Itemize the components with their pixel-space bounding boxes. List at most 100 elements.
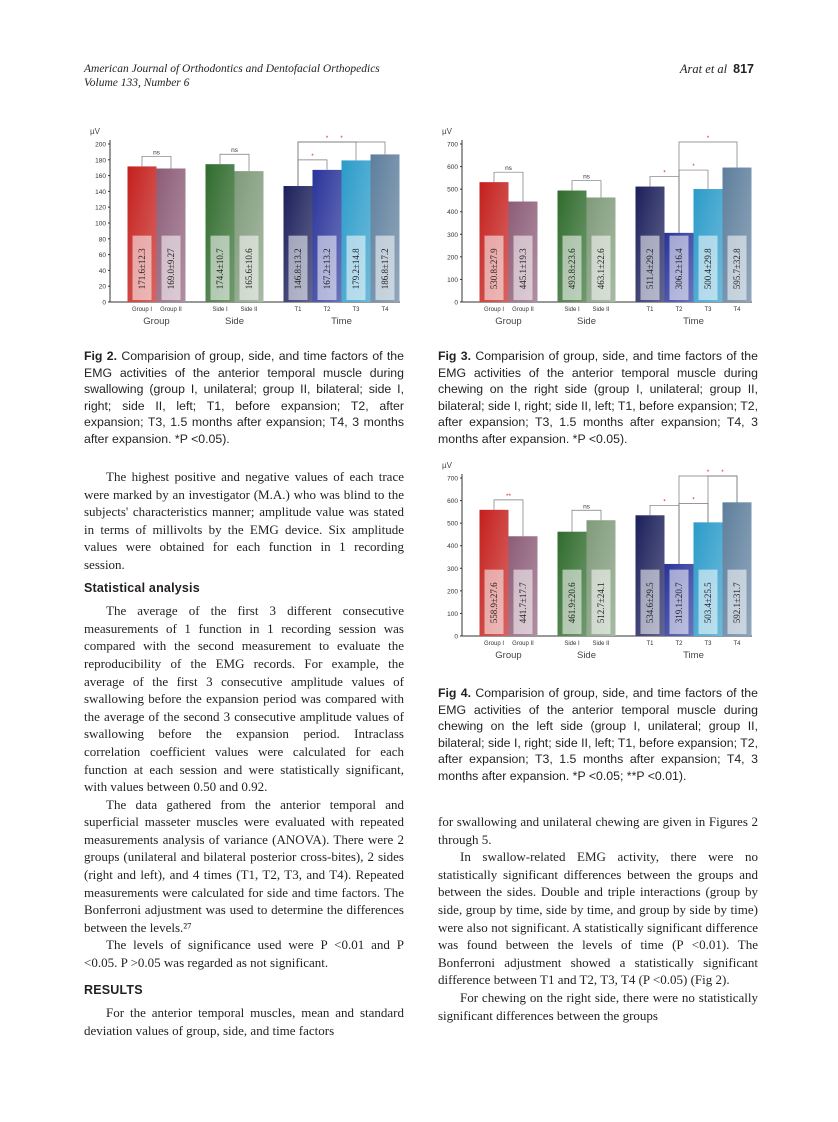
x-tick-label: Side I <box>564 641 580 647</box>
significance-label: ns <box>231 147 239 154</box>
heading-results: RESULTS <box>84 982 143 997</box>
y-tick-label: 100 <box>447 611 458 618</box>
header-right: Arat et al 817 <box>680 62 754 77</box>
value-label: 167.2±13.2 <box>322 248 332 289</box>
y-tick-label: 300 <box>447 232 458 239</box>
page-number: 817 <box>733 62 754 76</box>
paragraph: The levels of significance used were P <… <box>84 937 404 971</box>
journal-volume: Volume 133, Number 6 <box>84 77 190 89</box>
significance-bracket <box>493 499 524 537</box>
y-tick-label: 200 <box>95 142 106 149</box>
value-label-box <box>239 235 259 300</box>
y-tick-label: 20 <box>99 284 107 291</box>
value-label: 530.8±27.9 <box>489 248 499 289</box>
x-tick-label: T1 <box>294 307 302 313</box>
running-header: American Journal of Orthodontics and Den… <box>84 62 380 90</box>
fig3-text: Comparision of group, side, and time fac… <box>438 349 758 446</box>
group-label: Group <box>495 650 521 661</box>
significance-label: ns <box>583 174 591 181</box>
value-label-box <box>288 235 308 300</box>
y-tick-label: 600 <box>447 164 458 171</box>
value-label-box <box>375 235 395 300</box>
x-tick-label: T3 <box>704 307 712 313</box>
y-tick-label: 500 <box>447 521 458 528</box>
value-label-box <box>591 569 611 634</box>
x-tick-label: T4 <box>733 307 741 313</box>
figure-3-caption: Fig 3. Comparision of group, side, and t… <box>438 348 758 448</box>
significance-label: * <box>311 153 314 160</box>
y-axis-unit: µV <box>90 127 101 136</box>
x-tick-label: Side I <box>564 307 580 313</box>
paragraph: The average of the first 3 different con… <box>84 603 404 795</box>
value-label: 306.2±16.4 <box>674 248 684 289</box>
group-label: Time <box>683 316 704 327</box>
x-tick-label: Side II <box>592 641 609 647</box>
y-tick-label: 0 <box>454 300 458 307</box>
group-label: Side <box>225 316 244 327</box>
x-tick-label: T3 <box>352 307 360 313</box>
y-tick-label: 200 <box>447 254 458 261</box>
x-tick-label: T2 <box>675 307 683 313</box>
significance-label: * <box>692 496 695 503</box>
value-label: 595.7±32.8 <box>732 248 742 289</box>
y-tick-label: 400 <box>447 209 458 216</box>
value-label: 174.4±10.7 <box>215 248 225 289</box>
right-column: for swallowing and unilateral chewing ar… <box>438 813 758 1024</box>
y-tick-label: 0 <box>102 300 106 307</box>
paragraph: The highest positive and negative values… <box>84 469 404 572</box>
value-label: 146.8±13.2 <box>293 248 303 289</box>
x-tick-label: Group II <box>512 307 534 313</box>
paragraph: for swallowing and unilateral chewing ar… <box>438 814 758 847</box>
significance-bracket <box>571 180 602 198</box>
y-tick-label: 700 <box>447 142 458 149</box>
value-label: 171.6±12.3 <box>137 248 147 289</box>
y-tick-label: 700 <box>447 476 458 483</box>
group-label: Time <box>331 316 352 327</box>
value-label: 186.8±17.2 <box>380 248 390 289</box>
paragraph: In swallow-related EMG activity, there w… <box>438 849 758 988</box>
value-label: 165.6±10.6 <box>244 248 254 289</box>
group-label: Group <box>143 316 169 327</box>
value-label: 511.4±29.2 <box>645 249 655 290</box>
value-label: 500.4±29.8 <box>703 248 713 289</box>
value-label-box <box>317 235 337 300</box>
x-tick-label: Group II <box>160 307 182 313</box>
value-label: 534.6±29.5 <box>645 582 655 623</box>
significance-bracket <box>219 153 250 172</box>
paragraph: For chewing on the right side, there wer… <box>438 989 758 1023</box>
group-label: Side <box>577 650 596 661</box>
x-tick-label: T1 <box>646 641 654 647</box>
y-tick-label: 400 <box>447 543 458 550</box>
value-label: 461.9±20.6 <box>567 582 577 623</box>
significance-label: * <box>707 135 710 142</box>
value-label: 463.1±22.6 <box>596 248 606 289</box>
significance-label: * <box>663 498 666 505</box>
significance-label: * <box>340 135 343 142</box>
y-tick-label: 300 <box>447 566 458 573</box>
x-tick-label: T3 <box>704 641 712 647</box>
value-label-box <box>484 235 504 300</box>
authors: Arat et al <box>679 62 728 76</box>
value-label-box <box>669 235 689 300</box>
y-tick-label: 500 <box>447 187 458 194</box>
paragraph: For the anterior temporal muscles, mean … <box>84 1005 404 1038</box>
value-label: 445.1±19.3 <box>518 248 528 289</box>
y-tick-label: 60 <box>99 252 107 259</box>
significance-bracket <box>571 509 602 532</box>
significance-bracket <box>493 171 524 202</box>
y-tick-label: 140 <box>95 189 106 196</box>
figure-2-chart: µV 0 20 40 60 80 100 120 140 160 180 200 171.6±12.3 G… <box>90 127 400 327</box>
figure-4-caption: Fig 4. Comparision of group, side, and t… <box>438 685 758 785</box>
value-label: 503.4±25.5 <box>703 582 713 623</box>
y-axis-unit: µV <box>442 127 453 136</box>
y-tick-label: 100 <box>95 221 106 228</box>
group-label: Side <box>577 316 596 327</box>
value-label-box <box>591 235 611 300</box>
y-tick-label: 600 <box>447 498 458 505</box>
y-tick-label: 0 <box>454 634 458 641</box>
value-label: 493.8±23.6 <box>567 248 577 289</box>
x-tick-label: T1 <box>646 307 654 313</box>
x-tick-label: Group I <box>484 641 504 647</box>
fig3-label: Fig 3. <box>438 349 472 363</box>
value-label-box <box>698 569 718 634</box>
